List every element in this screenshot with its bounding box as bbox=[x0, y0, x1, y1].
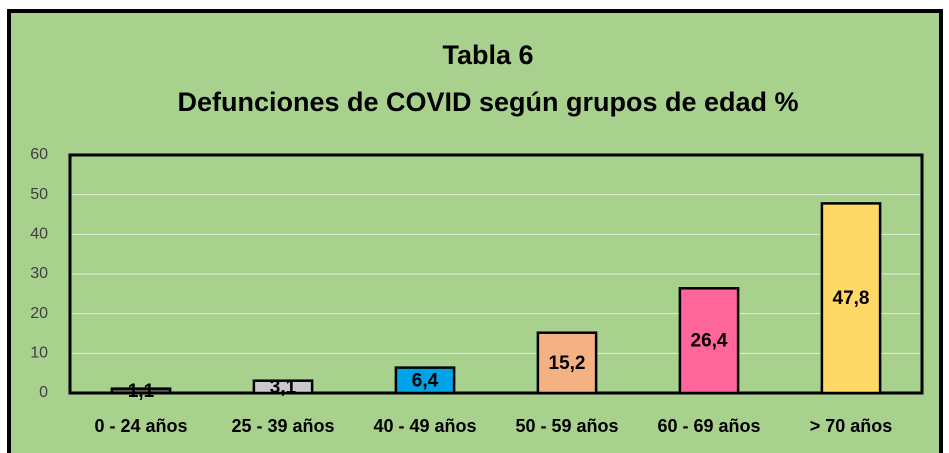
value-label: 6,4 bbox=[412, 370, 439, 391]
bar bbox=[110, 387, 172, 395]
x-tick-label: 50 - 59 años bbox=[515, 416, 618, 436]
y-tick-label: 10 bbox=[30, 345, 48, 362]
x-tick-label: 60 - 69 años bbox=[657, 416, 760, 436]
y-tick-label: 30 bbox=[30, 265, 48, 282]
value-label: 15,2 bbox=[549, 353, 586, 374]
value-label: 1,1 bbox=[128, 381, 155, 402]
chart-subtitle: Defunciones de COVID según grupos de eda… bbox=[177, 87, 798, 117]
value-label: 3,1 bbox=[270, 377, 297, 398]
y-tick-label: 0 bbox=[39, 384, 48, 401]
y-tick-label: 60 bbox=[30, 146, 48, 163]
bar bbox=[536, 331, 598, 395]
x-tick-label: 40 - 49 años bbox=[373, 416, 476, 436]
bar bbox=[252, 379, 314, 395]
value-label: 26,4 bbox=[691, 331, 728, 352]
x-tick-label: 25 - 39 años bbox=[231, 416, 334, 436]
chart-area bbox=[7, 9, 943, 453]
bar bbox=[394, 366, 456, 395]
bar bbox=[678, 287, 740, 395]
bar bbox=[820, 202, 882, 395]
y-tick-label: 20 bbox=[30, 305, 48, 322]
chart-title: Tabla 6 bbox=[442, 40, 533, 70]
x-tick-label: 0 - 24 años bbox=[94, 416, 187, 436]
value-label: 47,8 bbox=[833, 288, 870, 309]
plot-frame bbox=[68, 153, 924, 395]
y-tick-label: 40 bbox=[30, 226, 48, 243]
x-tick-label: > 70 años bbox=[810, 416, 893, 436]
y-tick-label: 50 bbox=[30, 186, 48, 203]
